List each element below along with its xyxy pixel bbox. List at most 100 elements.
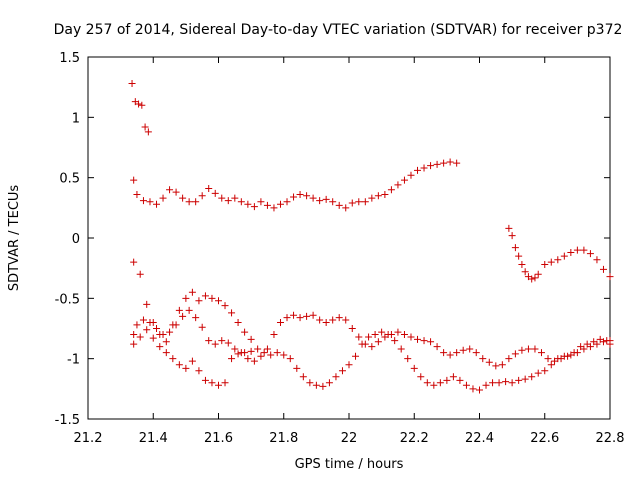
data-point: [534, 270, 542, 278]
x-tick-label: 22: [341, 431, 358, 446]
data-point: [420, 337, 428, 345]
data-point: [231, 345, 239, 353]
data-point: [228, 355, 236, 363]
data-point: [182, 294, 190, 302]
series-track-upper: [130, 158, 461, 212]
data-point: [498, 361, 506, 369]
data-point: [368, 343, 376, 351]
data-point: [130, 340, 138, 348]
data-point: [508, 379, 516, 387]
data-point: [440, 349, 448, 357]
data-point: [303, 312, 311, 320]
data-point: [133, 321, 141, 329]
data-point: [303, 192, 311, 200]
data-point: [159, 194, 167, 202]
data-point: [192, 198, 200, 206]
x-tick: 22.8: [596, 57, 624, 446]
data-point: [528, 275, 536, 283]
data-point: [188, 288, 196, 296]
data-point: [169, 355, 177, 363]
data-point: [254, 345, 262, 353]
data-point: [141, 123, 149, 131]
data-point: [466, 345, 474, 353]
data-point: [453, 349, 461, 357]
data-point: [427, 338, 435, 346]
data-point: [489, 379, 497, 387]
data-point: [273, 349, 281, 357]
data-point: [599, 265, 607, 273]
data-point: [156, 343, 164, 351]
data-point: [355, 198, 363, 206]
data-point: [397, 345, 405, 353]
data-point: [420, 164, 428, 172]
data-point: [136, 270, 144, 278]
data-point: [218, 194, 226, 202]
data-point: [172, 188, 180, 196]
data-point: [228, 309, 236, 317]
data-point: [329, 316, 337, 324]
data-point: [417, 373, 425, 381]
data-point: [286, 355, 294, 363]
y-axis: 1.5 1 0.5 0 -0.5 -1 -1.5: [55, 51, 610, 428]
data-point: [237, 198, 245, 206]
data-point: [580, 345, 588, 353]
data-point: [427, 162, 435, 170]
data-point: [586, 343, 594, 351]
data-point: [322, 318, 330, 326]
data-point: [260, 349, 268, 357]
data-point: [469, 385, 477, 393]
data-point: [342, 204, 350, 212]
data-point: [306, 379, 314, 387]
data-point: [263, 201, 271, 209]
data-point: [280, 351, 288, 359]
series-track-lower-a: [130, 306, 614, 370]
data-point: [573, 349, 581, 357]
data-point: [515, 252, 523, 260]
data-point: [459, 346, 467, 354]
data-point: [387, 186, 395, 194]
data-point: [345, 361, 353, 369]
data-point: [309, 194, 317, 202]
series-track-lower-b: [130, 326, 614, 394]
data-point: [381, 191, 389, 199]
x-tick: 22.4: [465, 57, 494, 446]
data-point: [400, 331, 408, 339]
y-tick-label: 1.5: [59, 51, 80, 66]
data-point: [224, 197, 232, 205]
data-point: [250, 357, 258, 365]
data-point: [476, 386, 483, 394]
data-point: [267, 351, 275, 359]
data-point: [250, 203, 258, 211]
data-point: [218, 337, 226, 345]
data-point: [554, 256, 562, 264]
data-point: [352, 352, 360, 360]
x-tick: 22: [341, 57, 358, 446]
x-tick-label: 21.6: [204, 431, 233, 446]
data-point: [215, 297, 222, 305]
data-point: [208, 379, 216, 387]
data-point: [378, 328, 386, 336]
data-point: [130, 258, 138, 266]
x-tick-label: 21.2: [74, 431, 103, 446]
data-point: [182, 364, 190, 372]
data-point: [201, 376, 209, 384]
data-point: [492, 362, 500, 370]
data-point: [505, 224, 513, 232]
data-point: [410, 364, 418, 372]
y-tick-label: -1.5: [55, 413, 80, 428]
data-point: [153, 200, 161, 208]
data-point: [495, 379, 503, 387]
data-point: [394, 181, 402, 189]
data-point: [521, 268, 529, 276]
x-tick: 21.2: [74, 57, 103, 446]
data-point: [192, 314, 200, 322]
y-tick-label: 0: [72, 232, 80, 247]
data-point: [175, 306, 183, 314]
data-point: [130, 331, 138, 339]
data-point: [433, 343, 441, 351]
data-point: [290, 193, 298, 201]
data-point: [371, 331, 379, 339]
data-point: [247, 347, 255, 355]
data-point: [407, 333, 415, 341]
x-tick-label: 22.4: [465, 431, 494, 446]
